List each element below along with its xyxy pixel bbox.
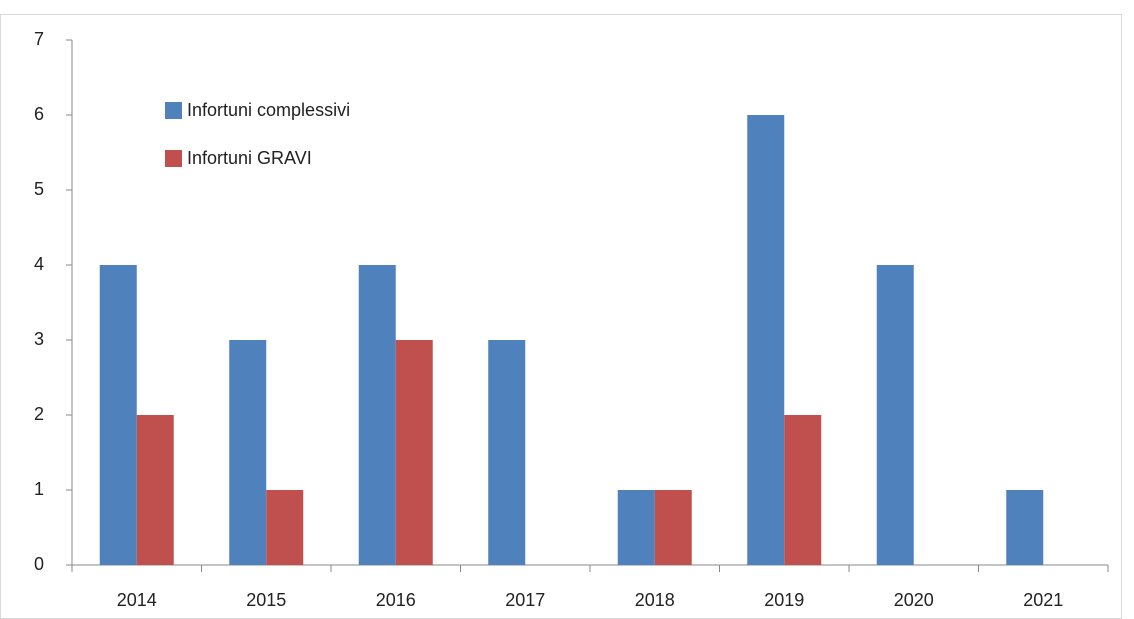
y-tick-label: 5 — [34, 179, 44, 199]
bar — [395, 340, 433, 565]
bar — [876, 265, 914, 565]
x-tick-label: 2020 — [894, 590, 934, 610]
x-tick-label: 2014 — [117, 590, 157, 610]
bar — [784, 415, 822, 565]
x-tick-label: 2015 — [246, 590, 286, 610]
y-tick-label: 0 — [34, 554, 44, 574]
y-tick-label: 3 — [34, 329, 44, 349]
bar — [1006, 490, 1044, 565]
x-tick-label: 2017 — [505, 590, 545, 610]
y-tick-label: 6 — [34, 104, 44, 124]
x-tick-label: 2019 — [764, 590, 804, 610]
bar — [617, 490, 655, 565]
legend-swatch — [165, 102, 182, 119]
x-tick-label: 2018 — [635, 590, 675, 610]
legend-swatch — [165, 150, 182, 167]
legend-label: Infortuni complessivi — [187, 100, 350, 120]
bar — [229, 340, 267, 565]
bar — [654, 490, 692, 565]
bar — [136, 415, 174, 565]
bar — [99, 265, 137, 565]
x-tick-label: 2016 — [376, 590, 416, 610]
y-tick-label: 4 — [34, 254, 44, 274]
bar — [266, 490, 304, 565]
bar — [358, 265, 396, 565]
bar — [488, 340, 526, 565]
x-tick-label: 2021 — [1023, 590, 1063, 610]
y-tick-label: 7 — [34, 29, 44, 49]
y-tick-label: 1 — [34, 479, 44, 499]
bar — [747, 115, 785, 565]
legend-label: Infortuni GRAVI — [187, 148, 312, 168]
y-tick-label: 2 — [34, 404, 44, 424]
